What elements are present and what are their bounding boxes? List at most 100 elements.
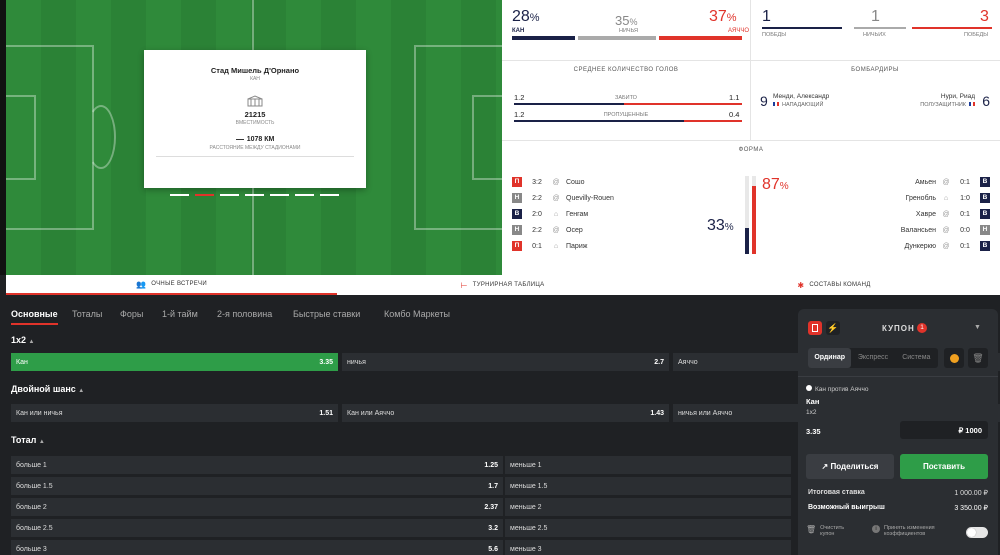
accept-odds-label: i Принять изменения коэффициентов xyxy=(872,525,952,537)
away-icon: @ xyxy=(942,210,950,218)
lightning-icon[interactable]: ⚡ xyxy=(826,321,840,335)
odds-value: 3.2 xyxy=(488,524,498,532)
odds-label: меньше 3 xyxy=(510,545,542,553)
result-badge: В xyxy=(980,209,990,219)
odds-cell[interactable]: меньше 2 xyxy=(505,498,791,516)
coupon-title: КУПОН xyxy=(882,324,915,333)
bet-mode-option[interactable]: Ординар xyxy=(808,348,852,368)
carousel-dot[interactable] xyxy=(245,194,264,196)
stake-input[interactable]: ₽ 1000 xyxy=(900,421,988,439)
bet-mode-option[interactable]: Экспресс xyxy=(857,354,889,361)
accept-odds-toggle[interactable] xyxy=(966,527,988,538)
market-tab[interactable]: 1-й тайм xyxy=(162,309,198,319)
opponent-name: Генгам xyxy=(566,210,589,218)
carousel-dot[interactable] xyxy=(320,194,339,196)
carousel-dot[interactable] xyxy=(220,194,239,196)
away-scorer-goals: 6 xyxy=(982,93,990,109)
odds-cell[interactable]: меньше 1.5 xyxy=(505,477,791,495)
flag-icon xyxy=(969,102,975,106)
opponent-name: Quevilly-Rouen xyxy=(566,194,614,202)
market-tab[interactable]: Тоталы xyxy=(72,309,103,319)
chevron-up-icon: ▲ xyxy=(38,439,45,445)
market-total-title[interactable]: Тотал ▲ xyxy=(11,435,45,445)
trash-icon: 🗑 xyxy=(806,525,817,534)
home-scorer-pos: НАПАДАЮЩИЙ xyxy=(773,102,823,108)
odds-cell[interactable]: больше 2.5 3.2 xyxy=(11,519,503,537)
carousel-dot[interactable] xyxy=(270,194,289,196)
odds-label: меньше 2 xyxy=(510,503,542,511)
tab-h2h[interactable]: 👥 ОЧНЫЕ ВСТРЕЧИ xyxy=(6,275,337,295)
carousel-dot[interactable] xyxy=(295,194,314,196)
away-icon: @ xyxy=(552,226,560,234)
odds-cell[interactable]: больше 1 1.25 xyxy=(11,456,503,474)
odds-cell[interactable]: меньше 3 xyxy=(505,540,791,555)
chevron-down-icon[interactable]: ▼ xyxy=(974,324,981,331)
market-tab[interactable]: Форы xyxy=(120,309,144,319)
lineup-icon: ✱ xyxy=(797,280,805,290)
coupon-match: Кан против Аяччо xyxy=(806,385,869,393)
carousel-dots[interactable] xyxy=(170,194,339,196)
odds-value: 2.7 xyxy=(654,358,664,366)
carousel-dot[interactable] xyxy=(170,194,189,196)
away-icon: @ xyxy=(942,226,950,234)
market-tab[interactable]: 2-я половина xyxy=(217,309,273,319)
h2h-wins-bar xyxy=(762,27,842,29)
odds-cell[interactable]: меньше 1 xyxy=(505,456,791,474)
odds-label: ничья или Аяччо xyxy=(678,409,733,417)
odds-value: 1.7 xyxy=(488,482,498,490)
odds-label: меньше 1.5 xyxy=(510,482,548,490)
odds-value: 1.51 xyxy=(319,409,333,417)
trash-icon[interactable]: 🗑 xyxy=(968,348,988,368)
market-tab[interactable]: Быстрые ставки xyxy=(293,309,361,319)
bet-mode-option[interactable]: Система xyxy=(902,354,931,361)
home-icon: ⌂ xyxy=(943,194,949,202)
odds-value: 2.37 xyxy=(484,503,498,511)
odds-cell[interactable]: меньше 2.5 xyxy=(505,519,791,537)
odds-cell[interactable]: Кан или ничья 1.51 xyxy=(11,404,338,422)
match-score: 0:0 xyxy=(960,226,970,234)
scored-home-bar xyxy=(514,103,624,105)
probability-bar xyxy=(512,36,742,40)
goals-scored-label: ЗАБИТО xyxy=(615,95,637,101)
settings-button[interactable] xyxy=(944,348,964,368)
home-team-label: КАН xyxy=(512,28,525,34)
odds-label: больше 3 xyxy=(16,545,47,553)
market-1x2-title[interactable]: 1x2 ▲ xyxy=(11,335,35,345)
chevron-up-icon: ▲ xyxy=(78,388,85,394)
clear-coupon-button[interactable]: 🗑 Очистить купон xyxy=(806,525,845,537)
match-score: 0:1 xyxy=(532,242,542,250)
away-form-pct: 87% xyxy=(762,176,789,193)
result-badge: Н xyxy=(512,193,522,203)
opponent-name: Дункеркю xyxy=(904,242,937,250)
opponent-name: Осер xyxy=(566,226,583,234)
odds-cell[interactable]: больше 2 2.37 xyxy=(11,498,503,516)
info-tabs: 👥 ОЧНЫЕ ВСТРЕЧИ ⊢ ТУРНИРНАЯ ТАБЛИЦА ✱ СОСТА… xyxy=(6,275,1000,295)
share-icon: ↗ xyxy=(821,462,829,471)
odds-cell[interactable]: больше 3 5.6 xyxy=(11,540,503,555)
stadium-card: Стад Мишель Д'Орнано КАН 21215 ВМЕСТИМОС… xyxy=(144,50,366,188)
share-button[interactable]: ↗ Поделиться xyxy=(806,454,894,479)
coupon-icon[interactable] xyxy=(808,321,822,335)
stadium-city: КАН xyxy=(250,76,260,82)
odds-cell[interactable]: больше 1.5 1.7 xyxy=(11,477,503,495)
goals-scored-home: 1.2 xyxy=(514,93,525,102)
market-tab[interactable]: Основные xyxy=(11,309,58,325)
match-score: 0:1 xyxy=(960,178,970,186)
odds-cell[interactable]: ничья 2.7 xyxy=(342,353,669,371)
form-match-row: П 0:1 ⌂ Париж xyxy=(512,240,652,252)
goals-scored-away: 1.1 xyxy=(729,93,740,102)
market-tab[interactable]: Комбо Маркеты xyxy=(384,309,450,319)
h2h-wins: 1 xyxy=(762,8,771,25)
tab-lineups[interactable]: ✱ СОСТАВЫ КОМАНД xyxy=(797,280,871,290)
h2h-losses-label: ПОБЕДЫ xyxy=(964,32,989,38)
odds-cell[interactable]: Кан или Аяччо 1.43 xyxy=(342,404,669,422)
result-badge: Н xyxy=(980,225,990,235)
carousel-dot[interactable] xyxy=(195,194,214,196)
h2h-draws-bar xyxy=(854,27,906,29)
market-double-title[interactable]: Двойной шанс ▲ xyxy=(11,384,85,394)
odds-cell[interactable]: Кан 3.35 xyxy=(11,353,338,371)
tab-standings[interactable]: ⊢ ТУРНИРНАЯ ТАБЛИЦА xyxy=(460,280,545,290)
match-score: 2:2 xyxy=(532,194,542,202)
place-bet-button[interactable]: Поставить xyxy=(900,454,988,479)
form-match-row: Н 2:2 @ Quevilly-Rouen xyxy=(512,192,652,204)
